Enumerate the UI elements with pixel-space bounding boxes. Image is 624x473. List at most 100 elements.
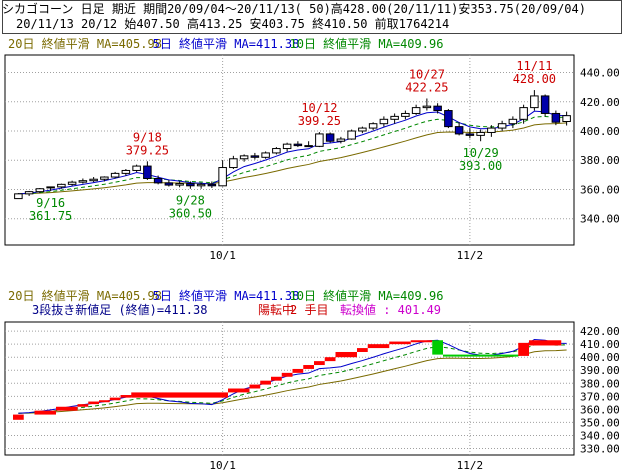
annotation-price: 360.50 xyxy=(169,207,212,221)
brick-up xyxy=(367,344,390,349)
y-tick-label: 360.00 xyxy=(580,183,620,196)
candlestick-panel: 340.00 360.00 380.00 400.00 420.00 440.00 10/1… xyxy=(4,36,620,262)
candle-body xyxy=(110,172,120,178)
candle-body xyxy=(465,133,475,136)
ma-line-10 xyxy=(18,115,567,195)
info-state: 陽転中 xyxy=(258,302,294,317)
candle-body xyxy=(368,123,378,129)
annotation-date: 9/18 xyxy=(133,130,162,144)
x-tick-label: 11/2 xyxy=(457,459,484,472)
candle-body xyxy=(46,186,55,189)
annotation-date: 10/12 xyxy=(301,101,337,115)
brick-up xyxy=(99,400,110,403)
y-tick-label: 390.00 xyxy=(580,364,620,377)
y-tick-label: 340.00 xyxy=(580,213,620,226)
info-left: 3段抜き新値足 (終値)=411.38 xyxy=(32,302,207,317)
candle-body xyxy=(379,118,389,125)
candle-body xyxy=(164,182,174,186)
header-frame xyxy=(2,0,622,34)
brick-up xyxy=(529,340,562,346)
brick-up xyxy=(271,376,282,381)
brick-up xyxy=(77,404,89,407)
candle-body xyxy=(282,143,292,150)
info-count: 2 手目 xyxy=(290,303,328,317)
candle-body xyxy=(315,133,324,147)
candle-body xyxy=(121,169,131,174)
x-tick-label: 10/1 xyxy=(209,459,236,472)
candle-body xyxy=(454,126,464,135)
y-tick-label: 420.00 xyxy=(580,325,620,338)
annotation-date: 9/28 xyxy=(176,194,205,208)
candle-body xyxy=(497,123,507,129)
candle-body xyxy=(422,105,432,109)
brick-up xyxy=(357,348,368,352)
plot-frame xyxy=(4,321,575,456)
candle-body xyxy=(411,107,421,114)
y-tick-label: 380.00 xyxy=(580,377,620,390)
brick-up xyxy=(109,397,121,401)
x-tick-label: 11/2 xyxy=(457,249,484,262)
candle-body xyxy=(261,152,270,158)
y-tick-label: 340.00 xyxy=(580,429,620,442)
candle-body xyxy=(100,176,109,180)
candle-body xyxy=(293,143,303,147)
legend-entry: 10日 終値平滑 MA=409.96 xyxy=(290,36,444,51)
candle-body xyxy=(175,183,184,186)
annotation-date: 10/27 xyxy=(409,67,445,81)
y-tick-label: 440.00 xyxy=(580,67,620,80)
annotation-date: 10/29 xyxy=(463,146,499,160)
candle-body xyxy=(35,188,45,193)
y-tick-label: 360.00 xyxy=(580,403,620,416)
ma-line-10 xyxy=(18,343,567,414)
ma-line-20 xyxy=(18,349,567,414)
x-tick-label: 10/1 xyxy=(209,249,236,262)
candle-body xyxy=(207,183,217,187)
header-line-1: シカゴコーン 日足 期近 期間20/09/04～20/11/13( 50)高42… xyxy=(2,2,586,16)
brick-up xyxy=(335,351,357,358)
candle-body xyxy=(487,127,496,133)
candle-body xyxy=(390,115,399,120)
candle-body xyxy=(196,183,206,187)
annotation-date: 11/11 xyxy=(516,59,552,73)
candle-body xyxy=(153,178,163,184)
candle-body xyxy=(57,183,66,188)
brick-up xyxy=(281,372,293,377)
brick-up xyxy=(34,410,56,415)
brick-up xyxy=(324,357,336,362)
brick-up xyxy=(88,401,99,405)
brick-up xyxy=(228,388,250,393)
brick-up xyxy=(260,380,271,385)
candle-body xyxy=(218,167,227,187)
annotation-price: 379.25 xyxy=(126,143,169,157)
candle-body xyxy=(24,191,34,195)
brick-up xyxy=(303,365,314,369)
candle-body xyxy=(143,165,152,179)
brick-up xyxy=(410,340,433,343)
ma-line-5 xyxy=(18,110,567,195)
y-tick-label: 380.00 xyxy=(580,154,620,167)
brick-down xyxy=(432,340,443,355)
candle-body xyxy=(530,95,539,109)
candle-body xyxy=(186,183,195,187)
y-tick-label: 370.00 xyxy=(580,390,620,403)
brick-up xyxy=(518,342,529,356)
brick-down xyxy=(443,354,519,357)
y-tick-label: 350.00 xyxy=(580,416,620,429)
candle-body xyxy=(336,138,346,142)
legend-entry: 20日 終値平滑 MA=405.98 xyxy=(8,36,162,51)
candle-body xyxy=(67,181,77,185)
y-tick-label: 400.00 xyxy=(580,351,620,364)
candle-body xyxy=(250,155,260,158)
brick-up xyxy=(120,395,132,398)
candle-body xyxy=(239,155,249,160)
brick-up xyxy=(249,384,261,389)
candle-body xyxy=(272,148,281,154)
header-line-2: 20/11/13 20/12 始407.50 高413.25 安403.75 終… xyxy=(16,17,450,31)
legend-entry: 10日 終値平滑 MA=409.96 xyxy=(290,288,444,303)
brick-up xyxy=(13,414,24,420)
brick-up xyxy=(131,392,228,398)
candle-body xyxy=(540,95,550,114)
annotation-price: 361.75 xyxy=(29,209,72,223)
y-tick-label: 410.00 xyxy=(580,338,620,351)
brick-up xyxy=(314,361,325,366)
